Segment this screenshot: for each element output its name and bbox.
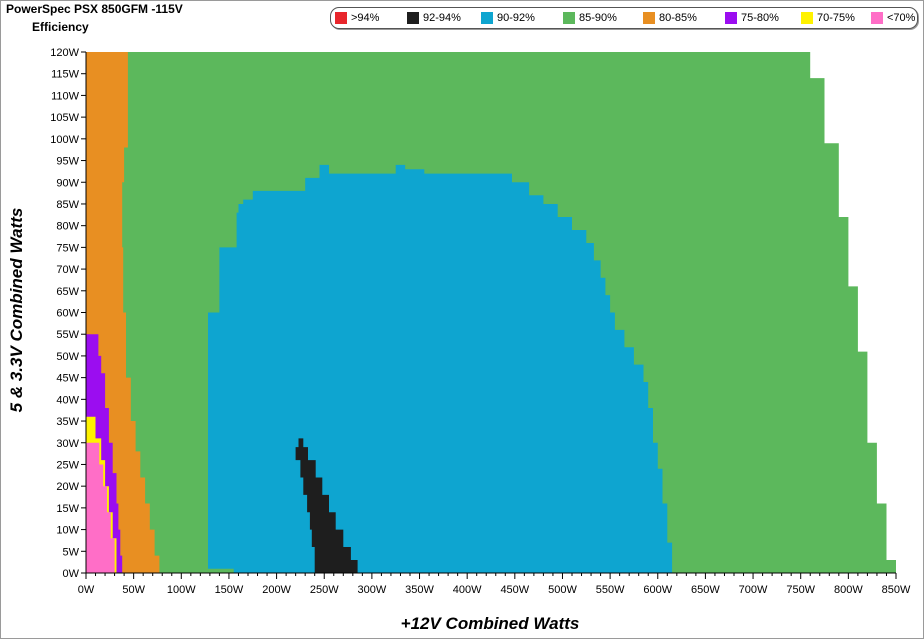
y-tick-label: 110W (51, 90, 80, 102)
x-tick-label: 50W (122, 584, 145, 596)
legend-label: 75-80% (741, 12, 779, 24)
x-tick-label: 550W (596, 584, 625, 596)
legend-swatch (643, 12, 655, 24)
legend-label: 80-85% (659, 12, 697, 24)
x-tick-label: 250W (310, 584, 339, 596)
y-tick-label: 15W (56, 503, 79, 515)
legend-label: 90-92% (497, 12, 535, 24)
x-tick-label: 150W (215, 584, 244, 596)
y-tick-label: 25W (56, 459, 79, 471)
y-tick-label: 0W (63, 568, 80, 580)
y-tick-label: 50W (56, 351, 79, 363)
legend-item: >94% (335, 11, 379, 25)
y-axis-title: 5 & 3.3V Combined Watts (7, 207, 26, 413)
x-tick-label: 500W (548, 584, 577, 596)
x-tick-label: 0W (78, 584, 95, 596)
x-tick-label: 200W (262, 584, 291, 596)
legend-item: 85-90% (563, 11, 617, 25)
x-tick-label: 450W (500, 584, 529, 596)
region-90-92--5 (208, 164, 673, 573)
legend-item: 75-80% (725, 11, 779, 25)
y-tick-label: 40W (56, 394, 79, 406)
y-tick-label: 120W (50, 47, 79, 59)
legend: >94% 92-94% 90-92% 85-90% 80-85% 75-80% 70-75%… (330, 7, 918, 29)
y-tick-label: 65W (56, 286, 79, 298)
x-tick-label: 700W (739, 584, 768, 596)
legend-swatch (335, 12, 347, 24)
legend-swatch (563, 12, 575, 24)
legend-swatch (407, 12, 419, 24)
y-tick-label: 5W (63, 546, 80, 558)
x-tick-label: 800W (834, 584, 863, 596)
x-tick-label: 600W (643, 584, 672, 596)
y-tick-label: 90W (56, 177, 79, 189)
y-tick-label: 75W (56, 242, 79, 254)
x-tick-label: 750W (786, 584, 815, 596)
y-tick-label: 105W (50, 112, 79, 124)
x-tick-label: 650W (691, 584, 720, 596)
legend-item: <70% (871, 11, 915, 25)
y-tick-label: 95W (56, 156, 79, 168)
legend-label: 92-94% (423, 12, 461, 24)
legend-label: <70% (887, 12, 916, 24)
legend-swatch (871, 12, 883, 24)
chart-title: PowerSpec PSX 850GFM -115V (6, 2, 183, 16)
y-tick-label: 55W (56, 329, 79, 341)
legend-item: 80-85% (643, 11, 697, 25)
y-tick-label: 30W (56, 438, 79, 450)
y-tick-label: 10W (56, 525, 79, 537)
x-tick-label: 350W (405, 584, 434, 596)
x-axis-title: +12V Combined Watts (400, 614, 580, 633)
y-tick-label: 80W (56, 221, 79, 233)
y-tick-label: 115W (51, 69, 80, 81)
legend-swatch (801, 12, 813, 24)
y-tick-label: 20W (56, 481, 79, 493)
legend-swatch (481, 12, 493, 24)
region-92-94--6 (295, 438, 358, 573)
legend-item: 70-75% (801, 11, 855, 25)
x-tick-label: 100W (167, 584, 196, 596)
y-tick-label: 45W (56, 373, 79, 385)
y-tick-label: 70W (56, 264, 79, 276)
y-tick-label: 100W (50, 134, 79, 146)
legend-item: 90-92% (481, 11, 535, 25)
y-tick-label: 60W (56, 308, 79, 320)
y-tick-label: 85W (56, 199, 79, 211)
legend-label: >94% (351, 12, 380, 24)
x-tick-label: 850W (882, 584, 911, 596)
x-tick-label: 400W (453, 584, 482, 596)
legend-swatch (725, 12, 737, 24)
y-tick-label: 35W (56, 416, 79, 428)
chart-subtitle: Efficiency (32, 20, 89, 34)
legend-item: 92-94% (407, 11, 461, 25)
region--70--4 (86, 442, 115, 573)
x-tick-label: 300W (358, 584, 387, 596)
legend-label: 85-90% (579, 12, 617, 24)
legend-label: 70-75% (817, 12, 855, 24)
